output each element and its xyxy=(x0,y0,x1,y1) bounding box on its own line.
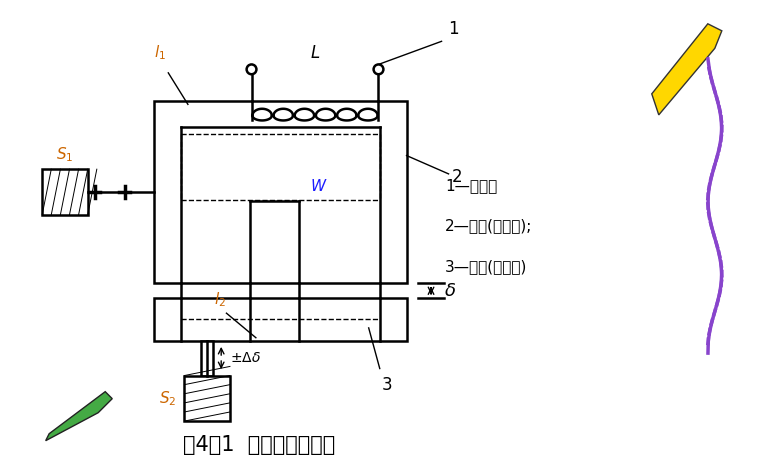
Circle shape xyxy=(374,65,383,74)
Text: $l_1$: $l_1$ xyxy=(154,44,167,62)
Text: 图4－1  变磁阻式传感器: 图4－1 变磁阻式传感器 xyxy=(183,435,335,455)
Bar xyxy=(154,298,406,341)
Bar xyxy=(184,376,230,421)
Text: 1—线圈；: 1—线圈； xyxy=(445,178,497,193)
Circle shape xyxy=(247,65,257,74)
Bar xyxy=(42,169,88,215)
Text: 3: 3 xyxy=(382,376,392,394)
Text: $S_2$: $S_2$ xyxy=(159,389,176,408)
Text: $l_2$: $l_2$ xyxy=(214,291,226,309)
Text: $W$: $W$ xyxy=(310,178,327,194)
Text: 1: 1 xyxy=(449,20,460,38)
Text: 2: 2 xyxy=(452,168,463,186)
Text: 2—鐵芯(定鐵芯);: 2—鐵芯(定鐵芯); xyxy=(445,219,533,234)
Text: $\pm\Delta\delta$: $\pm\Delta\delta$ xyxy=(231,351,261,365)
Polygon shape xyxy=(651,24,722,115)
Text: $S_1$: $S_1$ xyxy=(56,145,74,164)
Bar xyxy=(154,101,406,283)
Bar xyxy=(201,341,214,376)
Text: 3—衡鐵(动鐵芯): 3—衡鐵(动鐵芯) xyxy=(445,259,527,274)
Polygon shape xyxy=(45,392,113,441)
Text: $L$: $L$ xyxy=(310,44,320,62)
Text: $\delta$: $\delta$ xyxy=(443,282,456,300)
